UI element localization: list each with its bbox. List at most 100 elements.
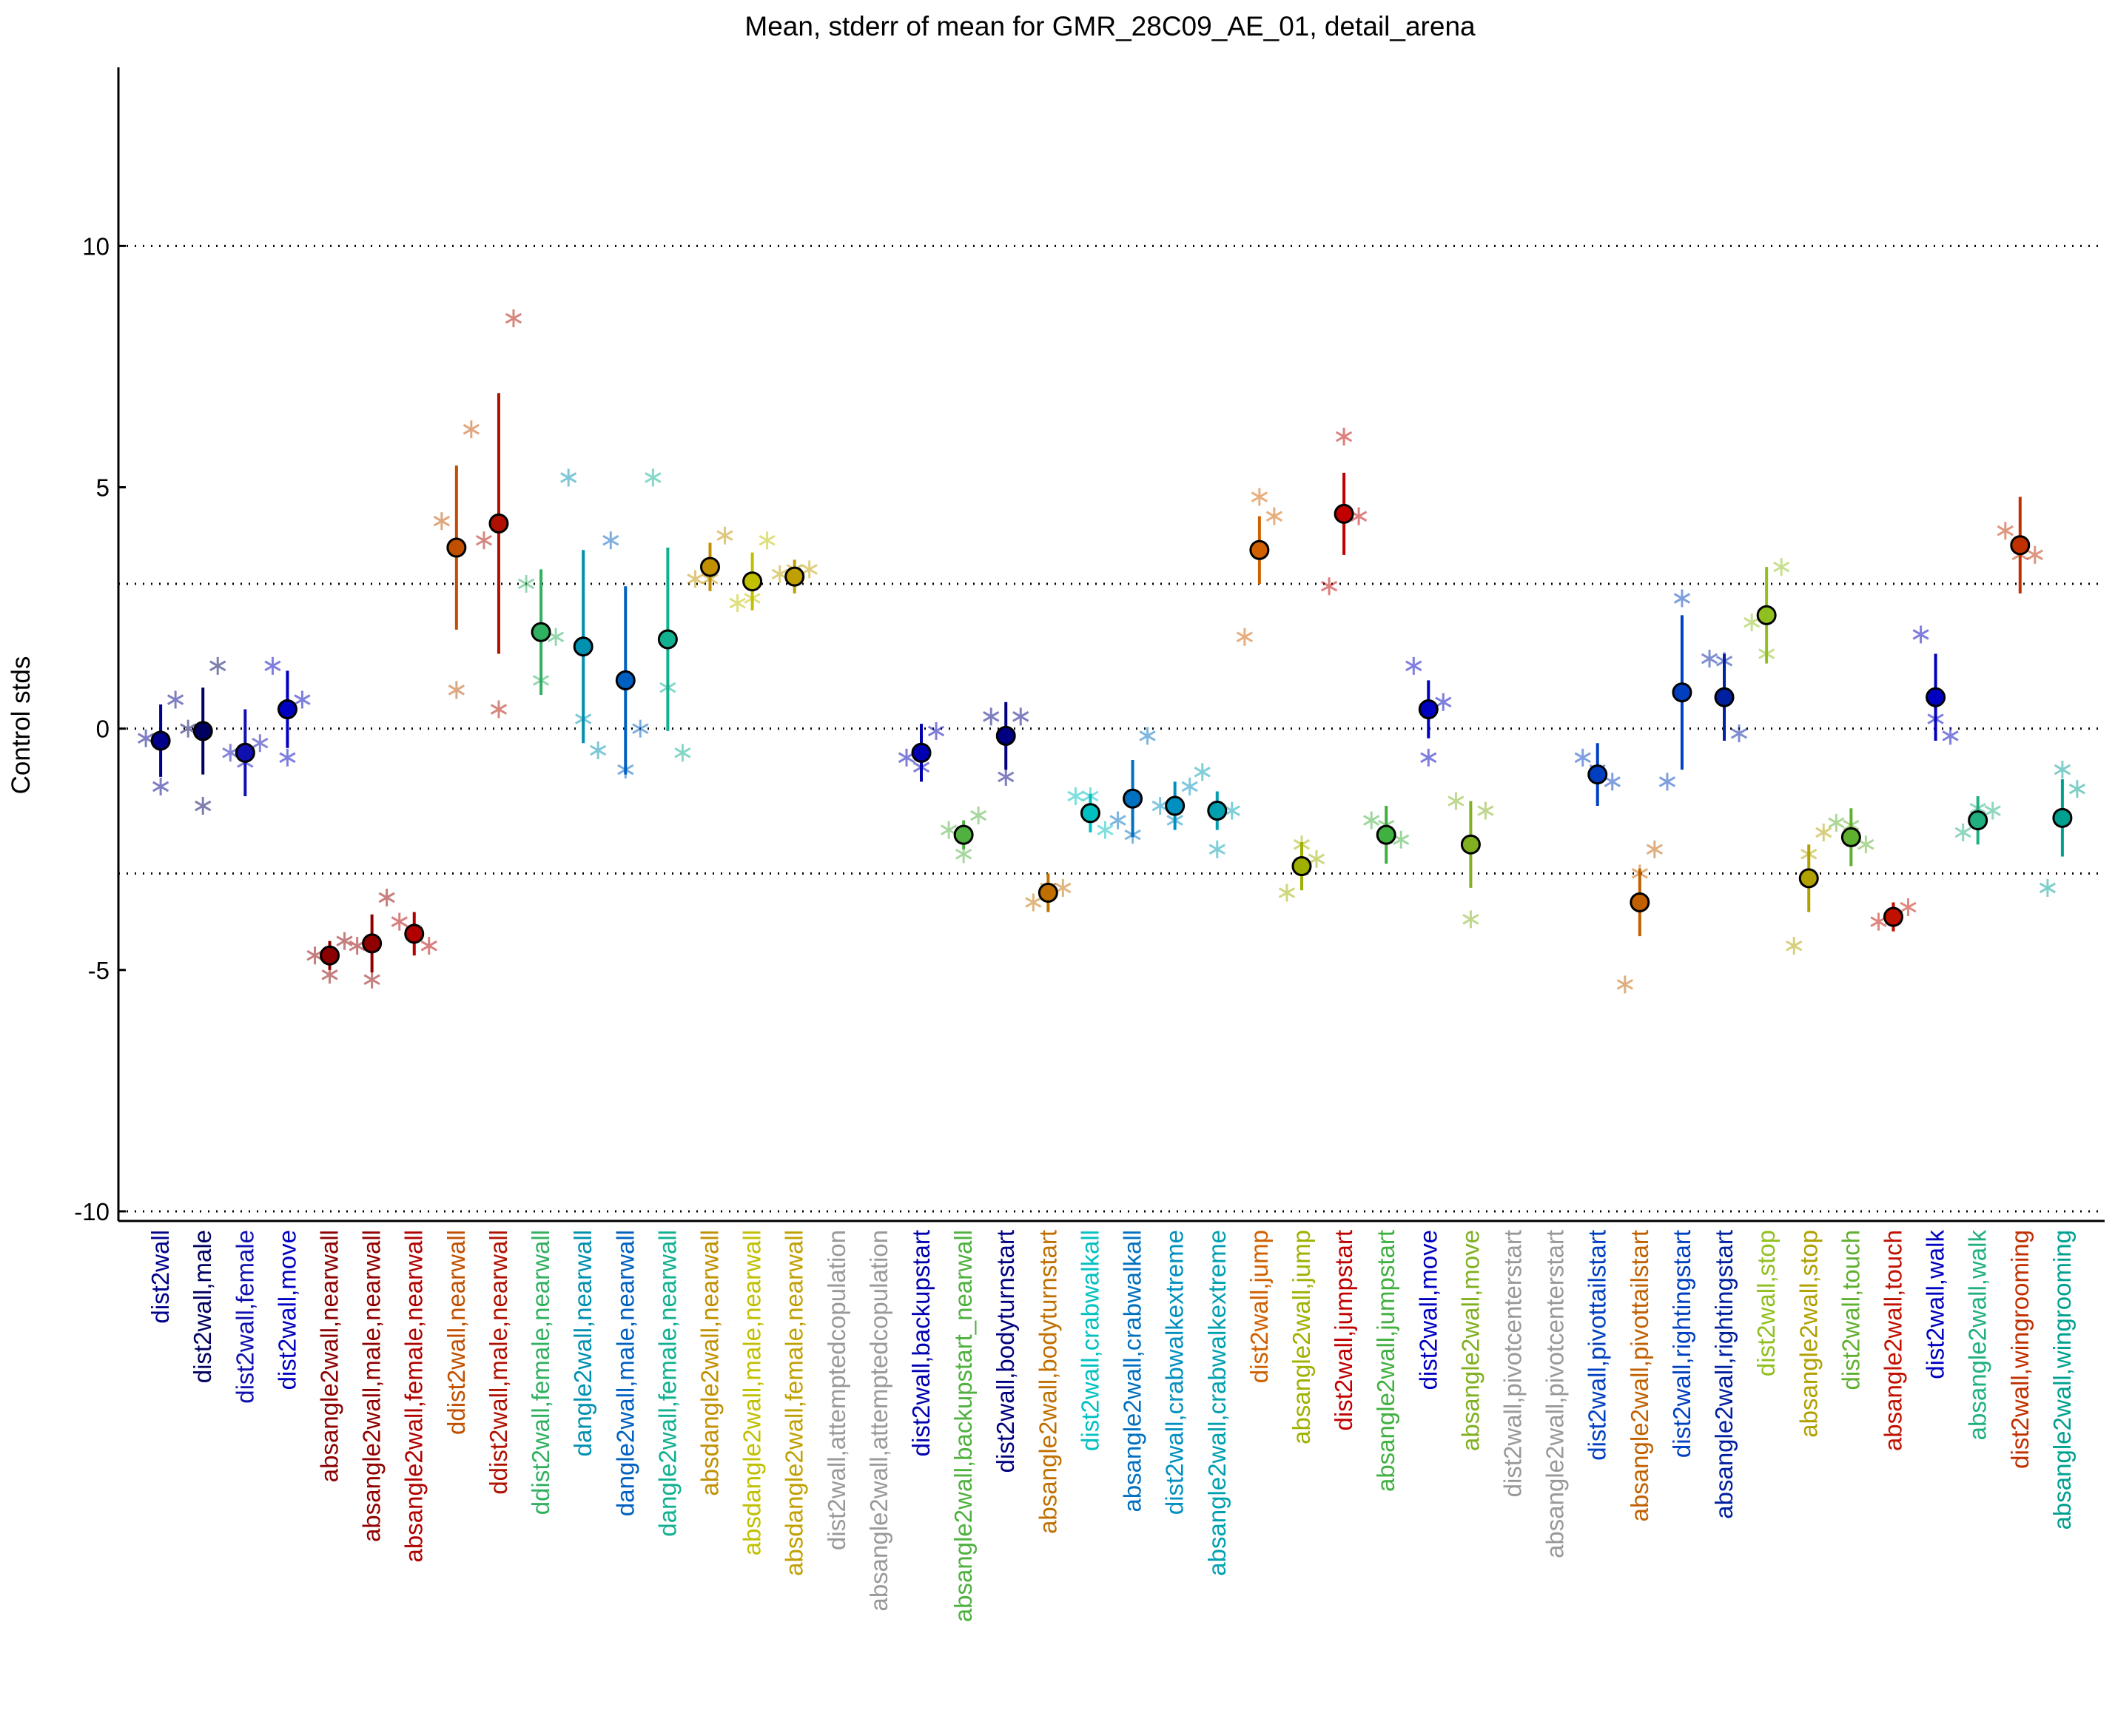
point (1773, 558, 1790, 576)
x-tick-label: dist2wall,attemptedcopulation (823, 1230, 850, 1550)
point-stroke (321, 969, 338, 980)
x-tick-label: dist2wall,walk (1922, 1230, 1949, 1379)
point (2068, 780, 2086, 798)
point-stroke (349, 940, 366, 952)
point-stroke (716, 530, 733, 542)
point (420, 937, 437, 955)
point-stroke (1658, 776, 1676, 787)
point-stroke (336, 935, 353, 946)
point (2054, 761, 2071, 779)
point (1208, 840, 1225, 858)
x-tick-label: dist2wall,jumpstart (1330, 1230, 1357, 1430)
x-tick-label: absangle2wall,jump (1288, 1230, 1315, 1444)
mean-marker (150, 730, 171, 751)
point (209, 656, 226, 675)
point (759, 531, 776, 550)
x-tick-label: absangle2wall,nearwall (316, 1230, 343, 1482)
point (801, 560, 818, 579)
point-stroke (998, 771, 1015, 783)
point-stroke (1984, 805, 2001, 816)
point-stroke (590, 744, 607, 756)
mean-marker (1249, 539, 1270, 560)
point (1942, 727, 1959, 745)
chart-title: Mean, stderr of mean for GMR_28C09_AE_01… (744, 11, 1476, 41)
point-stroke (505, 312, 522, 324)
x-tick-label: dist2wall,rightingstart (1668, 1230, 1695, 1458)
mean-marker (657, 629, 678, 650)
x-tick-label: absangle2wall,crabwalkextreme (1203, 1230, 1231, 1576)
point (2026, 545, 2043, 564)
point-stroke (1097, 824, 1114, 835)
point-stroke (1604, 776, 1621, 787)
point-stroke (363, 974, 380, 986)
point-stroke (1335, 431, 1353, 443)
point (1912, 625, 1929, 644)
point (279, 748, 296, 767)
mean-marker (1207, 801, 1228, 821)
point (1320, 577, 1338, 596)
point (505, 309, 522, 328)
mean-marker (1376, 824, 1396, 845)
point (1604, 773, 1621, 791)
mean-marker (2010, 535, 2031, 556)
x-tick-label: absangle2wall,stop (1795, 1230, 1822, 1438)
point (1815, 823, 1832, 841)
point-stroke (1012, 711, 1029, 722)
point-stroke (729, 597, 746, 609)
y-tick-label: 0 (96, 716, 110, 743)
point-stroke (1223, 805, 1240, 816)
point (433, 512, 450, 531)
x-tick-label: absdangle2wall,nearwall (696, 1230, 723, 1496)
mean-marker (446, 537, 467, 558)
x-tick-label: absangle2wall,rightingstart (1710, 1230, 1738, 1519)
point (294, 690, 311, 709)
point-stroke (2054, 764, 2071, 776)
point-stroke (1912, 629, 1929, 640)
mean-marker (911, 742, 932, 763)
point-stroke (1673, 593, 1691, 604)
point-stroke (463, 423, 480, 435)
point-stroke (1900, 901, 1917, 913)
x-tick-label: absangle2wall,attemptedcopulation (865, 1230, 892, 1612)
point (1447, 792, 1465, 810)
point-stroke (1435, 696, 1452, 708)
point (674, 744, 691, 762)
point (1730, 724, 1748, 743)
mean-marker (953, 824, 974, 845)
point-stroke (167, 694, 184, 705)
point-stroke (222, 747, 239, 758)
mean-marker (1038, 882, 1058, 903)
mean-marker (1756, 605, 1777, 625)
point (448, 681, 465, 699)
point-stroke (1278, 887, 1296, 898)
y-axis-label: Control stds (7, 656, 36, 795)
mean-marker (192, 721, 213, 741)
point (1673, 589, 1691, 608)
point-stroke (1773, 561, 1790, 573)
x-tick-label: ddist2wall,nearwall (443, 1230, 470, 1435)
point-stroke (1025, 897, 1042, 908)
point-stroke (927, 725, 945, 737)
point (602, 531, 619, 550)
point (195, 797, 212, 815)
point-stroke (1151, 800, 1169, 812)
mean-marker (404, 923, 425, 944)
mean-marker (1165, 795, 1186, 816)
x-tick-label: dist2wall,backupstart (907, 1230, 935, 1456)
mean-marker (362, 933, 383, 954)
point (1109, 811, 1126, 830)
point-stroke (517, 578, 535, 590)
point-stroke (1616, 979, 1633, 990)
point (1574, 748, 1591, 767)
point-stroke (264, 660, 281, 672)
mean-marker (531, 622, 551, 642)
point-stroke (391, 916, 408, 927)
point-stroke (1405, 660, 1422, 672)
x-tick-label: absangle2wall,bodyturnstart (1034, 1230, 1061, 1534)
mean-marker (1672, 682, 1692, 703)
point (1025, 893, 1042, 912)
point (983, 707, 1000, 726)
point-stroke (1462, 914, 1479, 925)
point-stroke (1208, 844, 1225, 855)
mean-marker (573, 636, 594, 657)
